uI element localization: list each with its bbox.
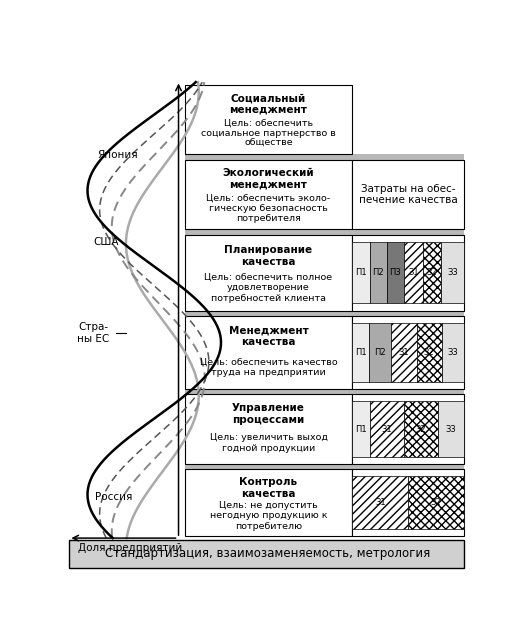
Text: Стра-
ны ЕС: Стра- ны ЕС: [77, 322, 110, 344]
Bar: [392, 323, 417, 382]
Text: З2: З2: [416, 424, 426, 433]
Text: Цель: обеспечить эколо-
гическую безопасность
потребителя: Цель: обеспечить эколо- гическую безопас…: [207, 194, 330, 223]
Bar: [352, 401, 370, 457]
Text: З2: З2: [424, 348, 434, 357]
Text: З1: З1: [399, 348, 409, 357]
Text: П2: П2: [374, 348, 386, 357]
Bar: [352, 469, 464, 536]
Text: З3: З3: [447, 348, 458, 357]
Bar: [352, 323, 370, 382]
Text: Доля предприятий: Доля предприятий: [78, 543, 182, 553]
Bar: [185, 389, 464, 394]
Text: З2: З2: [427, 268, 437, 277]
Bar: [352, 159, 464, 229]
Bar: [185, 159, 352, 229]
Text: Цель: увеличить выход
годной продукции: Цель: увеличить выход годной продукции: [210, 433, 327, 453]
Bar: [442, 242, 464, 303]
Text: Цель: обеспечить
социальное партнерство в
обществе: Цель: обеспечить социальное партнерство …: [201, 118, 336, 148]
Text: П1: П1: [355, 348, 367, 357]
Text: Планирование
качества: Планирование качества: [224, 245, 313, 267]
Bar: [370, 242, 387, 303]
Bar: [185, 229, 464, 235]
Text: Стандартизация, взаимозаменяемость, метрология: Стандартизация, взаимозаменяемость, метр…: [105, 547, 430, 561]
Text: П1: П1: [355, 268, 367, 277]
Bar: [185, 394, 352, 464]
Text: Социальный
менеджмент: Социальный менеджмент: [230, 93, 307, 115]
Bar: [404, 401, 438, 457]
Bar: [352, 235, 464, 311]
Text: Экологический
менеджмент: Экологический менеджмент: [223, 168, 314, 190]
Text: З1: З1: [382, 424, 392, 433]
Text: Управление
процессами: Управление процессами: [232, 403, 305, 425]
Text: Цель: не допустить
негодную продукцию к
потребителю: Цель: не допустить негодную продукцию к …: [210, 501, 327, 530]
Text: З1: З1: [408, 268, 419, 277]
Bar: [423, 242, 442, 303]
Text: П2: П2: [372, 268, 384, 277]
Text: З3: З3: [447, 268, 458, 277]
Text: П3: П3: [389, 268, 401, 277]
Bar: [408, 476, 464, 529]
Bar: [185, 154, 464, 159]
Text: Цель: обеспечить качество
труда на предприятии: Цель: обеспечить качество труда на предп…: [200, 358, 337, 377]
Text: Затраты на обес-
печение качества: Затраты на обес- печение качества: [359, 183, 457, 205]
Text: Менеджмент
качества: Менеджмент качества: [229, 326, 309, 347]
Bar: [352, 242, 370, 303]
Bar: [185, 469, 352, 536]
Bar: [370, 323, 392, 382]
Text: Россия: Россия: [95, 492, 133, 502]
Bar: [69, 539, 464, 568]
Text: Япония: Япония: [98, 150, 138, 160]
Text: П1: П1: [355, 424, 367, 433]
Bar: [352, 476, 408, 529]
Bar: [370, 401, 404, 457]
Bar: [185, 311, 464, 316]
Text: З3: З3: [445, 424, 456, 433]
Bar: [352, 394, 464, 464]
Text: США: США: [93, 237, 118, 247]
Bar: [404, 242, 423, 303]
Bar: [417, 323, 442, 382]
Bar: [438, 401, 464, 457]
Bar: [387, 242, 404, 303]
Bar: [185, 85, 352, 154]
Bar: [352, 316, 464, 389]
Text: Цель: обеспечить полное
удовлетворение
потребностей клиента: Цель: обеспечить полное удовлетворение п…: [205, 273, 333, 303]
Text: З2: З2: [431, 498, 441, 507]
Text: Контроль
качества: Контроль качества: [240, 477, 298, 499]
Bar: [185, 235, 352, 311]
Text: З1: З1: [375, 498, 386, 507]
Bar: [185, 316, 352, 389]
Bar: [185, 464, 464, 469]
Bar: [442, 323, 464, 382]
